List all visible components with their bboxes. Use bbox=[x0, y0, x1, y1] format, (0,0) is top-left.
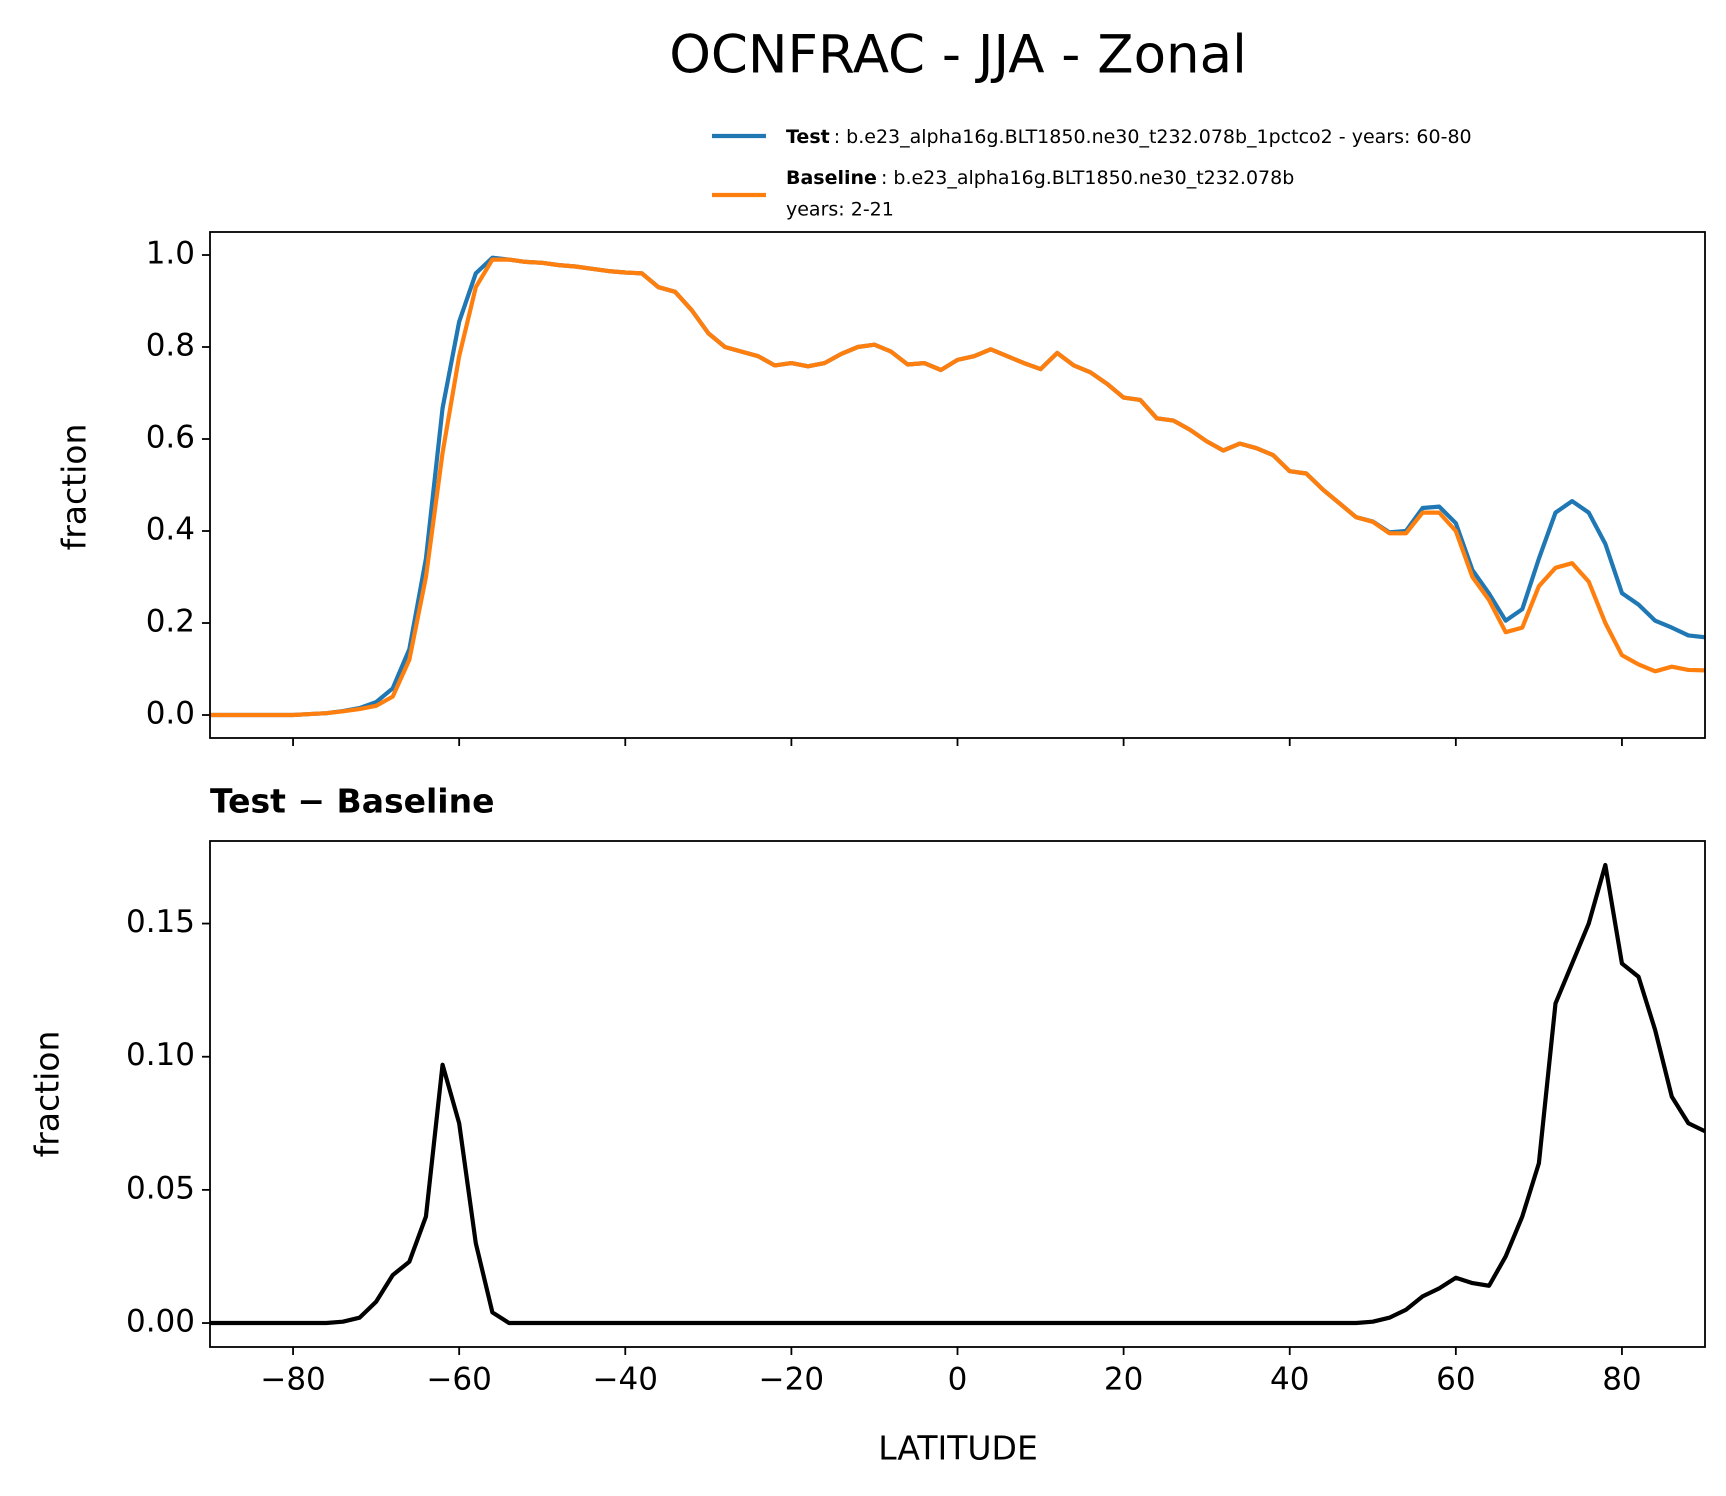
x-tick-label: 80 bbox=[1602, 1362, 1641, 1398]
x-tick-label: 60 bbox=[1436, 1362, 1475, 1398]
data-line bbox=[210, 862, 1705, 1326]
y-tick-label: 0.6 bbox=[146, 420, 195, 456]
data-line bbox=[210, 257, 1705, 718]
x-tick-label: 20 bbox=[1104, 1362, 1143, 1398]
y-axis-label: fraction bbox=[28, 1031, 67, 1158]
legend-label: Baseline: b.e23_alpha16g.BLT1850.ne30_t2… bbox=[786, 167, 1294, 189]
x-tick-label: −20 bbox=[759, 1362, 824, 1398]
y-tick-label: 0.2 bbox=[146, 604, 195, 640]
x-tick-label: −80 bbox=[260, 1362, 325, 1398]
y-tick-label: 0.0 bbox=[146, 696, 195, 732]
axes-frame bbox=[209, 840, 1706, 1348]
y-tick-label: 0.00 bbox=[126, 1304, 195, 1340]
panel-title: Test − Baseline bbox=[210, 782, 495, 821]
plot-area bbox=[210, 255, 1705, 718]
legend: Test: b.e23_alpha16g.BLT1850.ne30_t232.0… bbox=[712, 126, 1472, 221]
y-axis-label: fraction bbox=[55, 424, 94, 551]
legend-description: : b.e23_alpha16g.BLT1850.ne30_t232.078b bbox=[881, 167, 1294, 189]
plot-area bbox=[210, 862, 1705, 1326]
y-tick-label: 0.4 bbox=[146, 512, 195, 548]
y-tick-label: 0.8 bbox=[146, 328, 195, 364]
x-tick-label: −60 bbox=[426, 1362, 491, 1398]
data-line bbox=[210, 255, 1705, 718]
x-tick-label: 0 bbox=[948, 1362, 968, 1398]
legend-name: Test bbox=[786, 126, 830, 148]
figure-title: OCNFRAC - JJA - Zonal bbox=[669, 25, 1247, 86]
y-tick-label: 0.10 bbox=[126, 1037, 195, 1073]
y-tick-label: 0.05 bbox=[126, 1170, 195, 1206]
legend-label: Test: b.e23_alpha16g.BLT1850.ne30_t232.0… bbox=[786, 126, 1472, 148]
axes-frame bbox=[209, 231, 1706, 739]
legend-description: years: 2-21 bbox=[786, 199, 894, 221]
y-tick-label: 1.0 bbox=[146, 236, 195, 272]
x-tick-label: 40 bbox=[1270, 1362, 1309, 1398]
x-axis-label: LATITUDE bbox=[878, 1429, 1038, 1468]
legend-description: : b.e23_alpha16g.BLT1850.ne30_t232.078b_… bbox=[834, 126, 1472, 148]
legend-name: Baseline bbox=[786, 167, 877, 189]
x-tick-label: −40 bbox=[593, 1362, 658, 1398]
y-tick-label: 0.15 bbox=[126, 904, 195, 940]
